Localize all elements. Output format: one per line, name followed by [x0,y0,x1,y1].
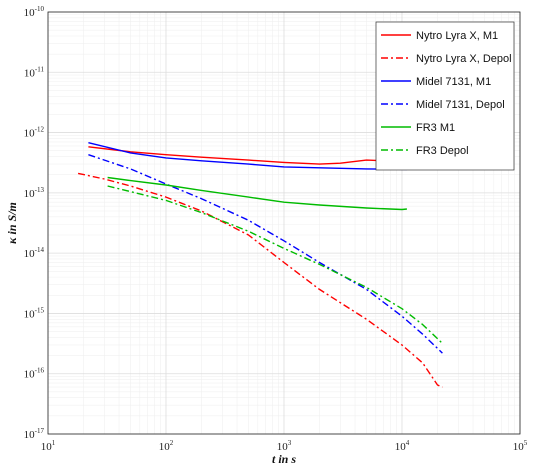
y-tick-label: 10-13 [24,186,45,200]
y-tick-label: 10-15 [24,306,45,320]
legend-label: Nytro Lyra X, M1 [416,30,498,42]
y-tick-label: 10-14 [24,246,45,260]
legend-label: Nytro Lyra X, Depol [416,53,512,65]
axis-ticks: 101 102 103 104 105 10-17 10-16 10-15 10-14 10-13… [24,5,528,453]
x-tick-label: 104 [395,439,410,453]
x-axis-label: t in s [272,452,296,466]
legend-label: Midel 7131, M1 [416,76,491,88]
series-layer [77,142,443,388]
x-tick-label: 102 [159,439,174,453]
legend-label: Midel 7131, Depol [416,99,505,111]
series-line [107,185,443,344]
x-tick-label: 103 [277,439,292,453]
y-tick-label: 10-10 [24,5,45,19]
x-tick-label: 101 [41,439,56,453]
x-tick-label: 105 [513,439,528,453]
legend-label: FR3 M1 [416,122,455,134]
series-line [107,176,407,211]
series-line [88,142,407,171]
legend: Nytro Lyra X, M1 Nytro Lyra X, Depol Midel… [375,21,515,171]
plot-frame [47,11,521,435]
legend-box [375,21,515,171]
y-tick-label: 10-12 [24,126,45,140]
legend-label: FR3 Depol [416,145,469,157]
y-axis-label: κ in S/m [5,202,19,244]
y-tick-label: 10-17 [24,427,45,441]
y-tick-label: 10-16 [24,367,45,381]
series-line [77,172,443,388]
y-tick-label: 10-11 [24,65,45,79]
series-line [88,154,443,354]
